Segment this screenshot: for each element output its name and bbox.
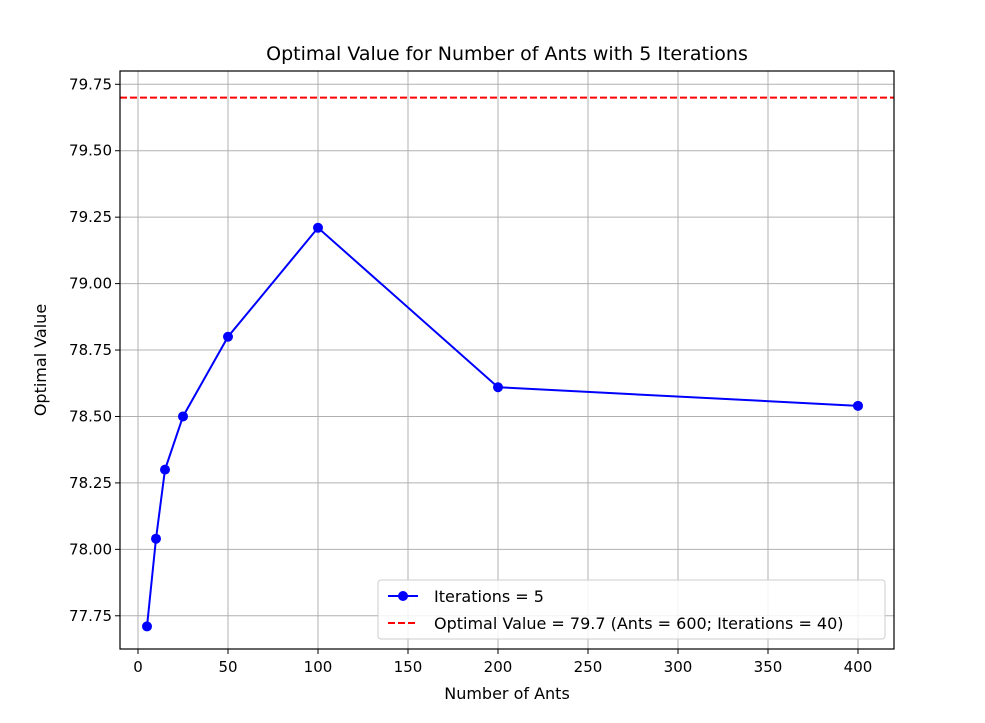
y-axis-label: Optimal Value <box>31 304 50 416</box>
data-point <box>223 331 233 342</box>
y-tick-label: 77.75 <box>69 607 112 625</box>
legend: Iterations = 5 Optimal Value = 79.7 (Ant… <box>377 579 886 640</box>
y-tick-label: 78.50 <box>69 407 112 425</box>
y-tick-label: 79.25 <box>69 208 112 226</box>
data-point <box>142 621 152 632</box>
y-tick-label: 79.00 <box>69 275 112 293</box>
chart-title: Optimal Value for Number of Ants with 5 … <box>266 43 748 65</box>
y-tick-label: 78.25 <box>69 474 112 492</box>
x-tick-label: 250 <box>574 658 603 676</box>
plot-frame <box>119 70 895 650</box>
x-tick-label: 350 <box>754 658 783 676</box>
y-tick-label: 78.00 <box>69 540 112 558</box>
x-tick-label: 200 <box>484 658 513 676</box>
x-tick-label: 0 <box>133 658 143 676</box>
x-tick-label: 50 <box>218 658 237 676</box>
x-tick-label: 100 <box>304 658 333 676</box>
legend-series-marker <box>398 591 408 601</box>
data-point <box>151 533 161 544</box>
x-tick-label: 150 <box>394 658 423 676</box>
x-axis-ticks: 0 50 100 150 200 250 300 350 400 <box>133 649 872 676</box>
x-tick-label: 400 <box>844 658 873 676</box>
series-layer <box>142 222 863 632</box>
y-tick-label: 79.75 <box>69 75 112 93</box>
y-axis-ticks: 77.75 78.00 78.25 78.50 78.75 79.00 79.25 79.50… <box>69 75 120 625</box>
data-point <box>160 464 170 475</box>
y-tick-label: 78.75 <box>69 341 112 359</box>
legend-label-series: Iterations = 5 <box>434 587 544 606</box>
x-tick-label: 300 <box>664 658 693 676</box>
x-axis-label: Number of Ants <box>444 684 570 703</box>
data-point <box>178 411 188 422</box>
data-point <box>853 400 863 411</box>
series-line <box>146 226 859 627</box>
legend-label-reference: Optimal Value = 79.7 (Ants = 600; Iterat… <box>434 614 844 633</box>
data-point <box>313 222 323 233</box>
legend-box <box>377 579 886 640</box>
data-point <box>493 382 503 393</box>
y-tick-label: 79.50 <box>69 142 112 160</box>
